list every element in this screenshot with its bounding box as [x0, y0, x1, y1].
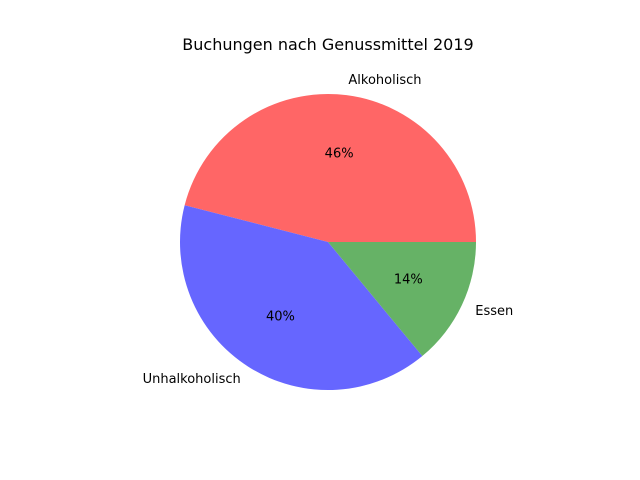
pie-labels: Alkoholisch 46% Unhalkoholisch 40% Essen 14% [143, 73, 514, 387]
slice-label-essen: Essen [475, 304, 513, 319]
slice-label-unhalkoholisch: Unhalkoholisch [143, 372, 241, 387]
pie-slices [179, 93, 477, 391]
percent-label-essen: 14% [394, 272, 423, 287]
slice-label-alkoholisch: Alkoholisch [348, 73, 421, 88]
pie-slice-essen [328, 242, 477, 357]
chart-title: Buchungen nach Genussmittel 2019 [182, 35, 473, 54]
percent-label-alkoholisch: 46% [325, 146, 354, 161]
pie-slice-alkoholisch [184, 93, 477, 242]
pie-slice-unhalkoholisch [179, 205, 423, 391]
percent-label-unhalkoholisch: 40% [266, 309, 295, 324]
